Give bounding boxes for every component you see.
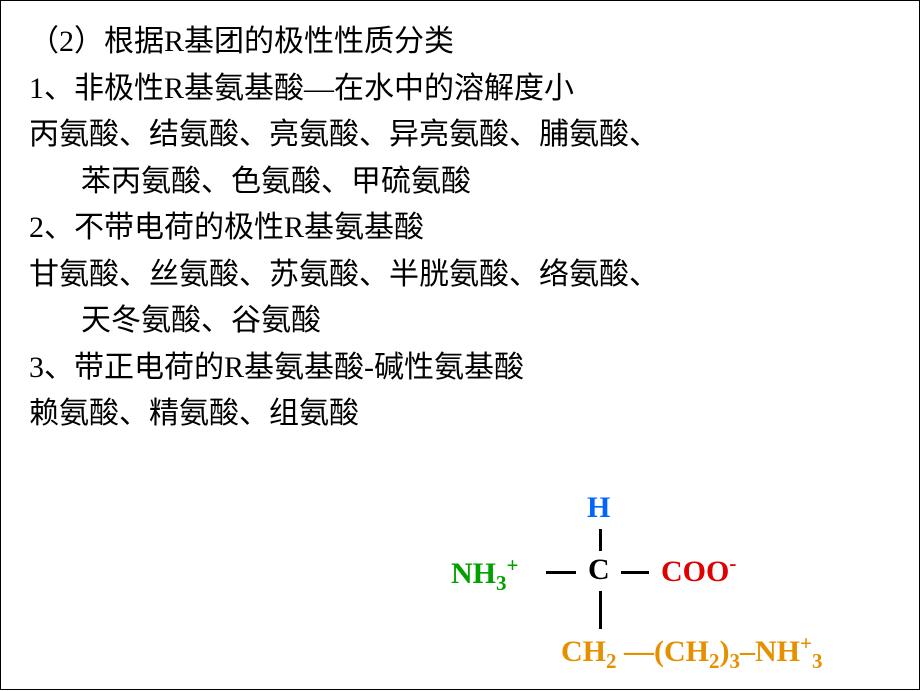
text-line-7: 天冬氨酸、谷氨酸 — [29, 298, 893, 345]
text-line-9: 赖氨酸、精氨酸、组氨酸 — [29, 391, 893, 438]
bond-left — [546, 571, 576, 574]
text-line-3: 丙氨酸、结氨酸、亮氨酸、异亮氨酸、脯氨酸、 — [29, 112, 893, 159]
label-side-chain: CH2 —(CH2)3–NH+3 — [561, 631, 822, 674]
label-NH3plus: NH3+ — [451, 553, 518, 596]
chain-mid: ) — [720, 635, 730, 668]
bond-right — [621, 571, 649, 574]
nh3-base: NH — [451, 557, 496, 590]
bond-top — [599, 529, 602, 551]
chain-sub1: 2 — [709, 649, 720, 673]
chain-sub3: 3 — [812, 649, 823, 673]
coo-base: COO — [661, 555, 729, 588]
text-line-6: 甘氨酸、丝氨酸、苏氨酸、半胱氨酸、络氨酸、 — [29, 252, 893, 299]
ch2-sub: 2 — [606, 649, 617, 673]
text-line-1: （2）根据R基团的极性性质分类 — [29, 19, 893, 66]
chain-nh: NH — [755, 635, 800, 668]
chain-open: —(CH — [624, 635, 709, 668]
chain-sup: + — [800, 631, 812, 655]
text-line-5: 2、不带电荷的极性R基氨基酸 — [29, 205, 893, 252]
text-line-8: 3、带正电荷的R基氨基酸-碱性氨基酸 — [29, 345, 893, 392]
ch2-base: CH — [561, 635, 606, 668]
coo-sup: - — [729, 551, 736, 575]
label-C: C — [588, 553, 610, 587]
text-line-2: 1、非极性R基氨基酸—在水中的溶解度小 — [29, 66, 893, 113]
slide: （2）根据R基团的极性性质分类 1、非极性R基氨基酸—在水中的溶解度小 丙氨酸、… — [1, 1, 920, 691]
text-line-4: 苯丙氨酸、色氨酸、甲硫氨酸 — [29, 159, 893, 206]
bond-bottom — [599, 591, 602, 629]
label-H: H — [587, 491, 610, 525]
amino-acid-structure: H NH3+ C COO- CH2 —(CH2)3–NH+3 — [381, 491, 881, 681]
chain-dash: – — [740, 635, 755, 668]
nh3-sub: 3 — [496, 571, 507, 595]
chain-sub2: 3 — [730, 649, 741, 673]
label-COOminus: COO- — [661, 551, 736, 589]
nh3-sup: + — [507, 553, 519, 577]
